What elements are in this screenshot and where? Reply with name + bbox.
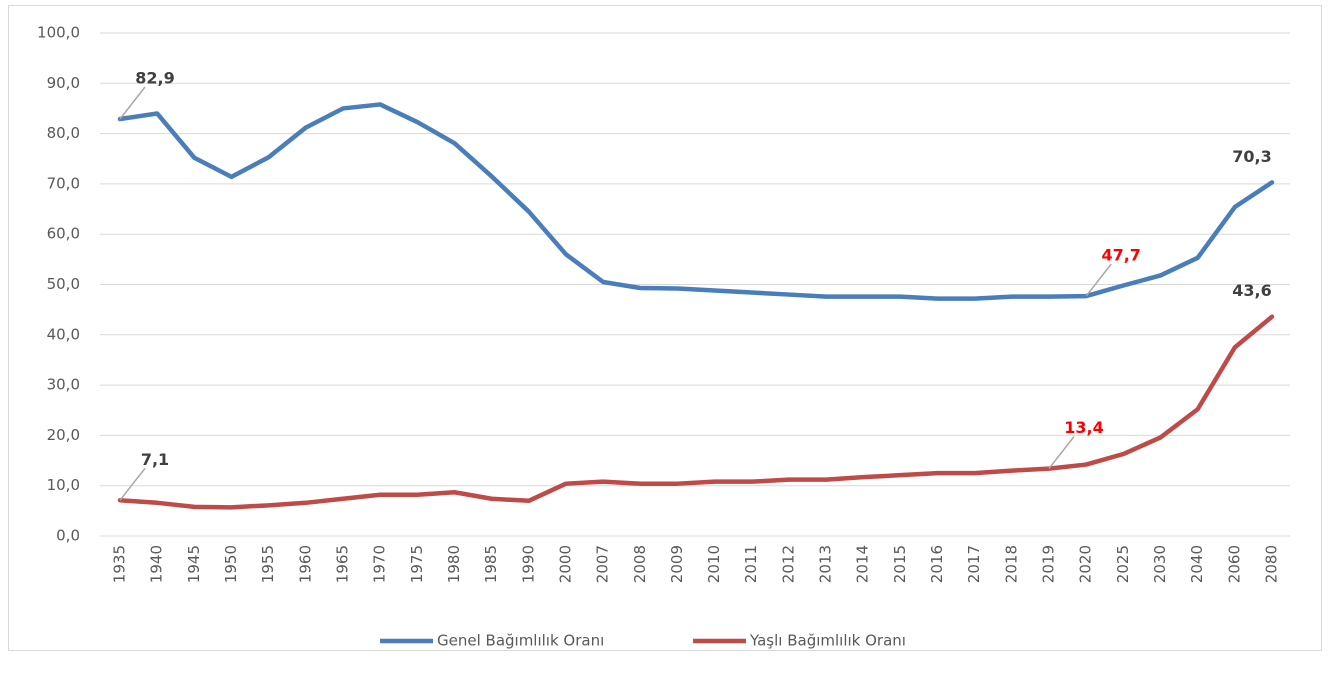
y-tick-label: 10,0 — [47, 476, 80, 494]
x-tick-label: 1960 — [296, 545, 314, 583]
y-tick-label: 30,0 — [47, 376, 80, 394]
x-tick-label: 2012 — [779, 545, 797, 583]
y-tick-label: 80,0 — [47, 124, 80, 142]
x-tick-label: 2016 — [928, 545, 946, 583]
x-tick-label: 1970 — [371, 545, 389, 583]
y-tick-label: 100,0 — [37, 24, 80, 42]
x-tick-label: 2007 — [594, 545, 612, 583]
data-label: 47,7 — [1101, 246, 1140, 265]
leader-line — [119, 467, 146, 501]
x-tick-label: 2013 — [817, 545, 835, 583]
x-tick-label: 1945 — [185, 545, 203, 583]
chart-border — [8, 5, 1322, 651]
x-tick-label: 2060 — [1225, 545, 1243, 583]
x-tick-label: 2080 — [1263, 545, 1281, 583]
leader-line — [119, 86, 146, 120]
data-label: 7,1 — [141, 450, 169, 469]
x-tick-label: 1975 — [408, 545, 426, 583]
x-tick-label: 2014 — [854, 545, 872, 583]
y-tick-label: 20,0 — [47, 426, 80, 444]
x-tick-label: 2009 — [668, 545, 686, 583]
y-tick-label: 90,0 — [47, 74, 80, 92]
x-tick-label: 2017 — [965, 545, 983, 583]
y-tick-label: 50,0 — [47, 275, 80, 293]
x-tick-label: 1985 — [482, 545, 500, 583]
x-tick-label: 2040 — [1188, 545, 1206, 583]
legend-label: Yaşlı Bağımlılık Oranı — [749, 632, 906, 650]
data-label: 82,9 — [135, 69, 174, 88]
data-label: 43,6 — [1232, 281, 1271, 300]
y-tick-label: 60,0 — [47, 225, 80, 243]
x-tick-label: 2011 — [742, 545, 760, 583]
x-tick-label: 1990 — [519, 545, 537, 583]
y-tick-label: 0,0 — [56, 527, 80, 545]
leader-line — [1048, 436, 1075, 470]
x-tick-label: 2015 — [891, 545, 909, 583]
x-tick-label: 2030 — [1151, 545, 1169, 583]
x-tick-label: 1965 — [333, 545, 351, 583]
x-tick-label: 2019 — [1040, 545, 1058, 583]
x-tick-label: 1980 — [445, 545, 463, 583]
y-tick-label: 40,0 — [47, 325, 80, 343]
x-tick-label: 1940 — [148, 545, 166, 583]
series-line — [117, 102, 1275, 301]
legend-label: Genel Bağımlılık Oranı — [437, 632, 604, 650]
x-tick-label: 2010 — [705, 545, 723, 583]
x-tick-label: 2000 — [556, 545, 574, 583]
x-tick-label: 2018 — [1002, 545, 1020, 583]
x-tick-label: 2020 — [1077, 545, 1095, 583]
data-label: 70,3 — [1232, 147, 1271, 166]
series-line — [117, 314, 1275, 510]
leader-line — [1085, 263, 1112, 297]
x-tick-label: 1950 — [222, 545, 240, 583]
data-label: 13,4 — [1064, 418, 1103, 437]
x-tick-label: 2008 — [631, 545, 649, 583]
x-tick-label: 1935 — [111, 545, 129, 583]
x-tick-label: 1955 — [259, 545, 277, 583]
x-tick-label: 2025 — [1114, 545, 1132, 583]
y-tick-label: 70,0 — [47, 174, 80, 192]
